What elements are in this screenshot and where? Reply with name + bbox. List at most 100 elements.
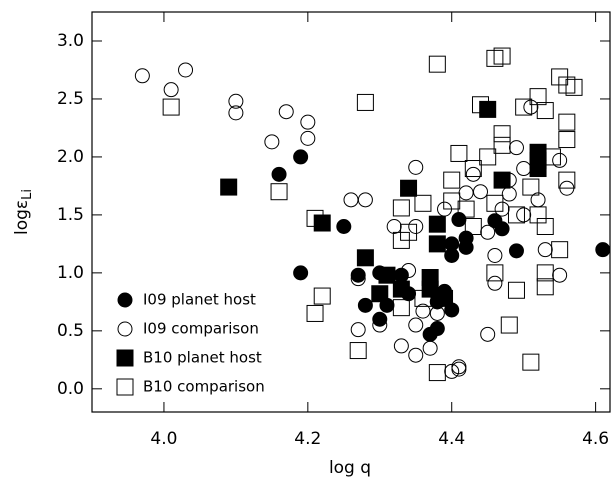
point — [357, 192, 373, 208]
point — [178, 62, 194, 78]
point — [300, 130, 316, 146]
point — [494, 201, 510, 217]
point — [306, 209, 324, 227]
point — [428, 364, 446, 382]
point — [451, 361, 467, 377]
point — [558, 113, 576, 131]
point — [487, 275, 503, 291]
point — [401, 263, 417, 279]
legend-label: I09 comparison — [143, 320, 259, 338]
point — [393, 338, 409, 354]
point — [522, 178, 540, 196]
point — [529, 88, 547, 106]
point — [493, 136, 511, 154]
point — [372, 317, 388, 333]
point — [536, 217, 554, 235]
point — [392, 199, 410, 217]
plot-frame — [91, 11, 611, 413]
y-tick-label: 1.5 — [57, 205, 84, 225]
point — [529, 160, 547, 178]
point — [436, 289, 454, 307]
point — [350, 322, 366, 338]
x-tick-label: 4.4 — [438, 429, 465, 449]
point — [408, 317, 424, 333]
point — [408, 218, 424, 234]
point — [443, 192, 461, 210]
point — [371, 285, 389, 303]
point — [421, 280, 439, 298]
point — [522, 353, 540, 371]
point — [300, 114, 316, 130]
point — [444, 247, 460, 263]
legend-marker — [116, 349, 134, 367]
point — [220, 178, 238, 196]
point — [134, 68, 150, 84]
point — [508, 140, 524, 156]
point — [293, 149, 309, 165]
legend-marker — [117, 292, 133, 308]
point — [386, 218, 402, 234]
legend-marker — [116, 378, 134, 396]
point — [264, 134, 280, 150]
point — [392, 299, 410, 317]
point — [270, 183, 288, 201]
point — [408, 159, 424, 175]
point — [278, 104, 294, 120]
point — [529, 143, 547, 161]
point — [486, 194, 504, 212]
point — [429, 321, 445, 337]
point — [451, 212, 467, 228]
point — [336, 218, 352, 234]
point — [493, 171, 511, 189]
point — [486, 264, 504, 282]
point — [293, 265, 309, 281]
point — [515, 98, 533, 116]
legend-label: I09 planet host — [143, 291, 256, 309]
point — [428, 235, 446, 253]
point — [162, 98, 180, 116]
point — [163, 82, 179, 98]
point — [507, 281, 525, 299]
point — [480, 326, 496, 342]
point — [536, 102, 554, 120]
point — [529, 206, 547, 224]
point — [428, 55, 446, 73]
point — [494, 221, 510, 237]
point — [306, 304, 324, 322]
y-axis-label: logεLi — [12, 189, 35, 235]
point — [349, 342, 367, 360]
point — [480, 224, 496, 240]
point — [378, 266, 396, 284]
point — [479, 100, 497, 118]
point — [443, 171, 461, 189]
point — [487, 247, 503, 263]
y-tick-label: 2.0 — [57, 147, 84, 167]
point — [343, 192, 359, 208]
x-tick-label: 4.6 — [582, 429, 609, 449]
y-tick-label: 3.0 — [57, 31, 84, 51]
legend-label: B10 comparison — [143, 378, 265, 396]
point — [551, 241, 569, 259]
point — [552, 267, 568, 283]
point — [507, 206, 525, 224]
point — [444, 363, 460, 379]
point — [458, 239, 474, 255]
point — [408, 347, 424, 363]
point — [472, 96, 489, 114]
point — [501, 186, 517, 202]
point — [536, 264, 554, 282]
point — [465, 166, 481, 182]
point — [558, 171, 576, 189]
point — [473, 184, 488, 200]
point — [464, 160, 482, 178]
point — [415, 303, 431, 319]
point — [552, 152, 568, 168]
point — [536, 278, 554, 296]
point — [479, 148, 497, 166]
point — [508, 243, 524, 259]
point — [493, 47, 511, 65]
y-tick-label: 1.0 — [57, 263, 84, 283]
point — [428, 215, 446, 233]
point — [356, 93, 374, 111]
